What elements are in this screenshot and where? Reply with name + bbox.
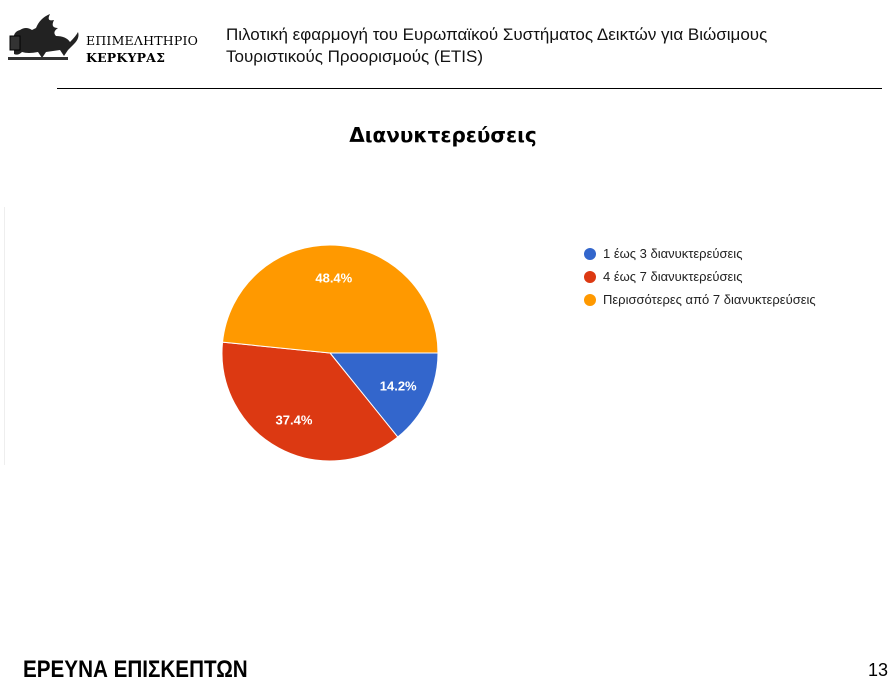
legend-item-more-than-7: Περισσότερες από 7 διανυκτερεύσεις bbox=[584, 288, 816, 311]
pie-slice bbox=[221, 244, 439, 354]
pie-slice-label: 14.2% bbox=[380, 379, 417, 394]
legend-label: Περισσότερες από 7 διανυκτερεύσεις bbox=[603, 292, 816, 307]
logo-text: ΕΠΙΜΕΛΗΤΗΡΙΟ ΚΕΡΚΥΡΑΣ bbox=[86, 32, 198, 66]
pie-slice-label: 37.4% bbox=[276, 412, 313, 427]
logo-line-2: ΚΕΡΚΥΡΑΣ bbox=[86, 50, 166, 65]
legend-item-1-3: 1 έως 3 διανυκτερεύσεις bbox=[584, 242, 816, 265]
legend-dot-icon bbox=[584, 247, 596, 260]
header-divider bbox=[57, 88, 882, 89]
logo: ΕΠΙΜΕΛΗΤΗΡΙΟ ΚΕΡΚΥΡΑΣ bbox=[6, 10, 216, 65]
logo-line-1: ΕΠΙΜΕΛΗΤΗΡΙΟ bbox=[86, 33, 199, 48]
pie-labels: 14.2% 37.4% 48.4% bbox=[276, 270, 418, 427]
chart-frame-edge bbox=[4, 207, 5, 465]
pie-chart: 14.2% 37.4% 48.4% bbox=[221, 244, 439, 462]
pie-slice bbox=[221, 341, 399, 462]
legend-item-4-7: 4 έως 7 διανυκτερεύσεις bbox=[584, 265, 816, 288]
slide-title: Διανυκτερεύσεις bbox=[349, 123, 537, 147]
page-number: 13 bbox=[867, 660, 888, 680]
legend-dot-icon bbox=[584, 270, 596, 283]
legend-dot-icon bbox=[584, 293, 596, 306]
header-title-line-2: Τουριστικούς Προορισμούς (ETIS) bbox=[226, 47, 484, 66]
footer-section-title: ΕΡΕΥΝΑ ΕΠΙΣΚΕΠΤΩΝ bbox=[23, 656, 248, 683]
legend-label: 4 έως 7 διανυκτερεύσεις bbox=[603, 269, 743, 284]
header-title-line-1: Πιλοτική εφαρμογή του Ευρωπαϊκού Συστήμα… bbox=[226, 25, 768, 44]
pie-slices bbox=[221, 244, 439, 462]
header-title: Πιλοτική εφαρμογή του Ευρωπαϊκού Συστήμα… bbox=[226, 24, 767, 68]
pie-slice-label: 48.4% bbox=[315, 270, 352, 285]
legend-label: 1 έως 3 διανυκτερεύσεις bbox=[603, 246, 743, 261]
chart-legend: 1 έως 3 διανυκτερεύσεις 4 έως 7 διανυκτε… bbox=[584, 242, 816, 311]
winged-lion-icon bbox=[8, 14, 79, 60]
pie-slice bbox=[328, 352, 439, 438]
